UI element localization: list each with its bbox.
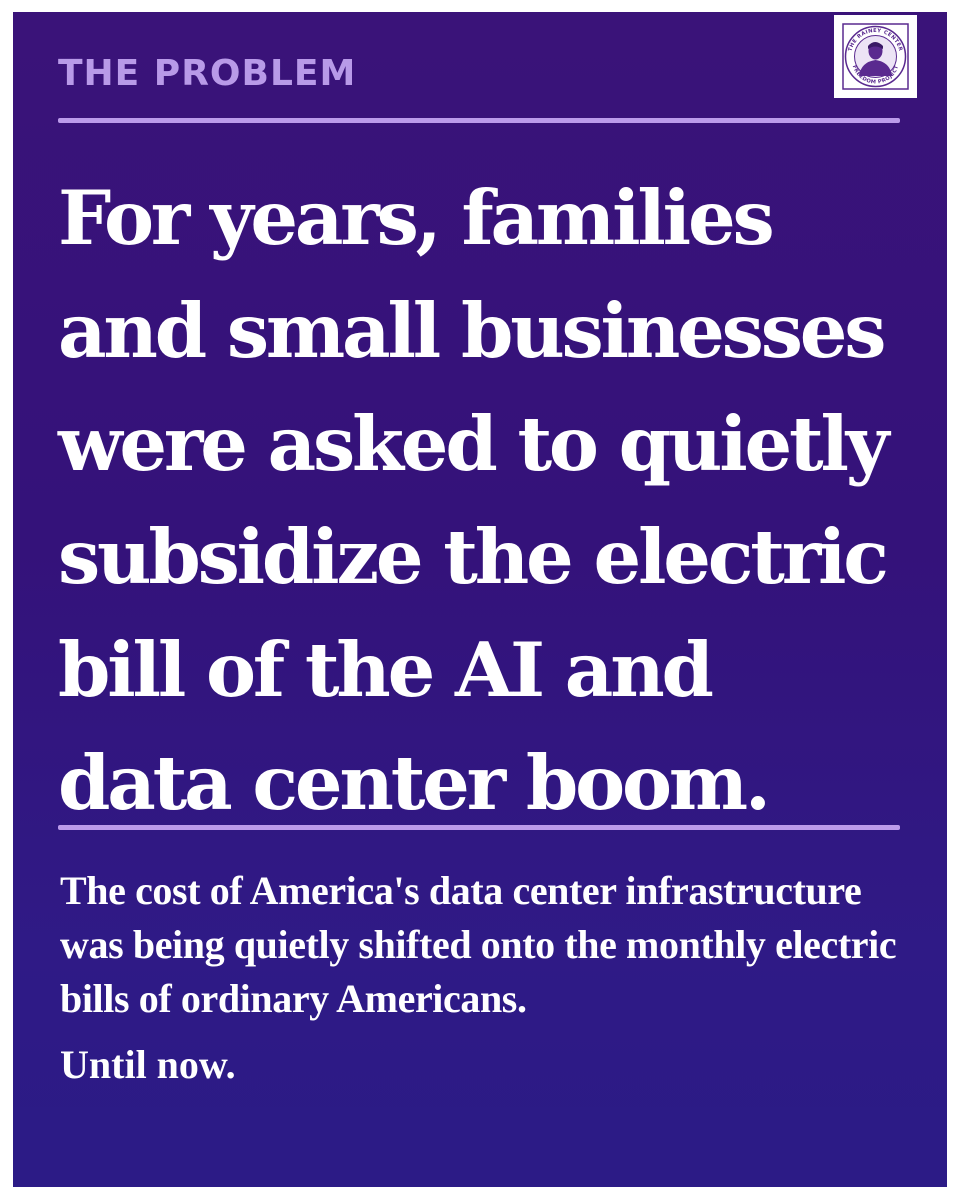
bottom-band <box>13 1107 947 1187</box>
section-kicker: THE PROBLEM <box>58 53 357 94</box>
problem-card: THE PROBLEM THE RAINEY CENTER FREEDOM PR… <box>13 12 947 1187</box>
freedom-project-stamp-icon: THE RAINEY CENTER FREEDOM PROJECT <box>834 15 917 98</box>
closing-line: Until now. <box>60 1042 236 1087</box>
headline: For years, families and small businesses… <box>58 174 889 827</box>
top-divider <box>58 118 900 123</box>
body-paragraph: The cost of America's data center infras… <box>60 868 897 1021</box>
bottom-divider <box>58 825 900 830</box>
